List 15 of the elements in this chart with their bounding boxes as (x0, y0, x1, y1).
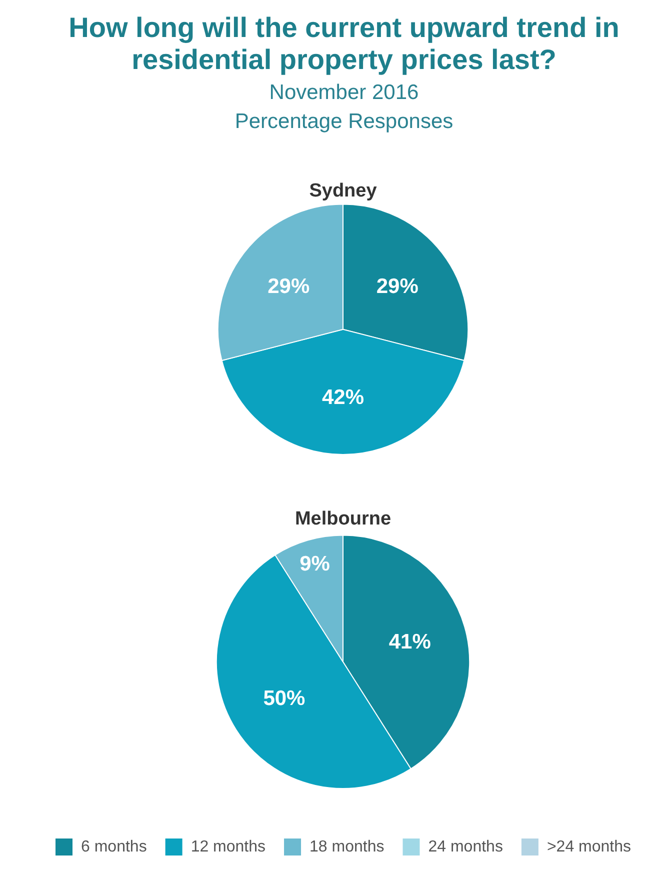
chart-title: How long will the current upward trend in residential property prices last? (68, 12, 620, 76)
chart-subtitle: November 2016 Percentage Responses (234, 80, 454, 135)
data-label: 9% (300, 552, 330, 576)
legend-label: 12 months (190, 838, 266, 856)
legend-label: 18 months (310, 838, 384, 856)
legend-label: 24 months (428, 838, 503, 856)
data-label: 41% (388, 630, 432, 654)
legend-label: 6 months (81, 838, 147, 856)
data-label: 29% (376, 275, 419, 298)
data-label: 42% (322, 386, 364, 409)
legend-label: >24 months (546, 838, 632, 856)
data-label: 50% (263, 687, 306, 710)
slice-label: Sydney (309, 180, 378, 202)
slice-label: Melbourne (294, 508, 392, 530)
data-label: 29% (268, 275, 310, 298)
